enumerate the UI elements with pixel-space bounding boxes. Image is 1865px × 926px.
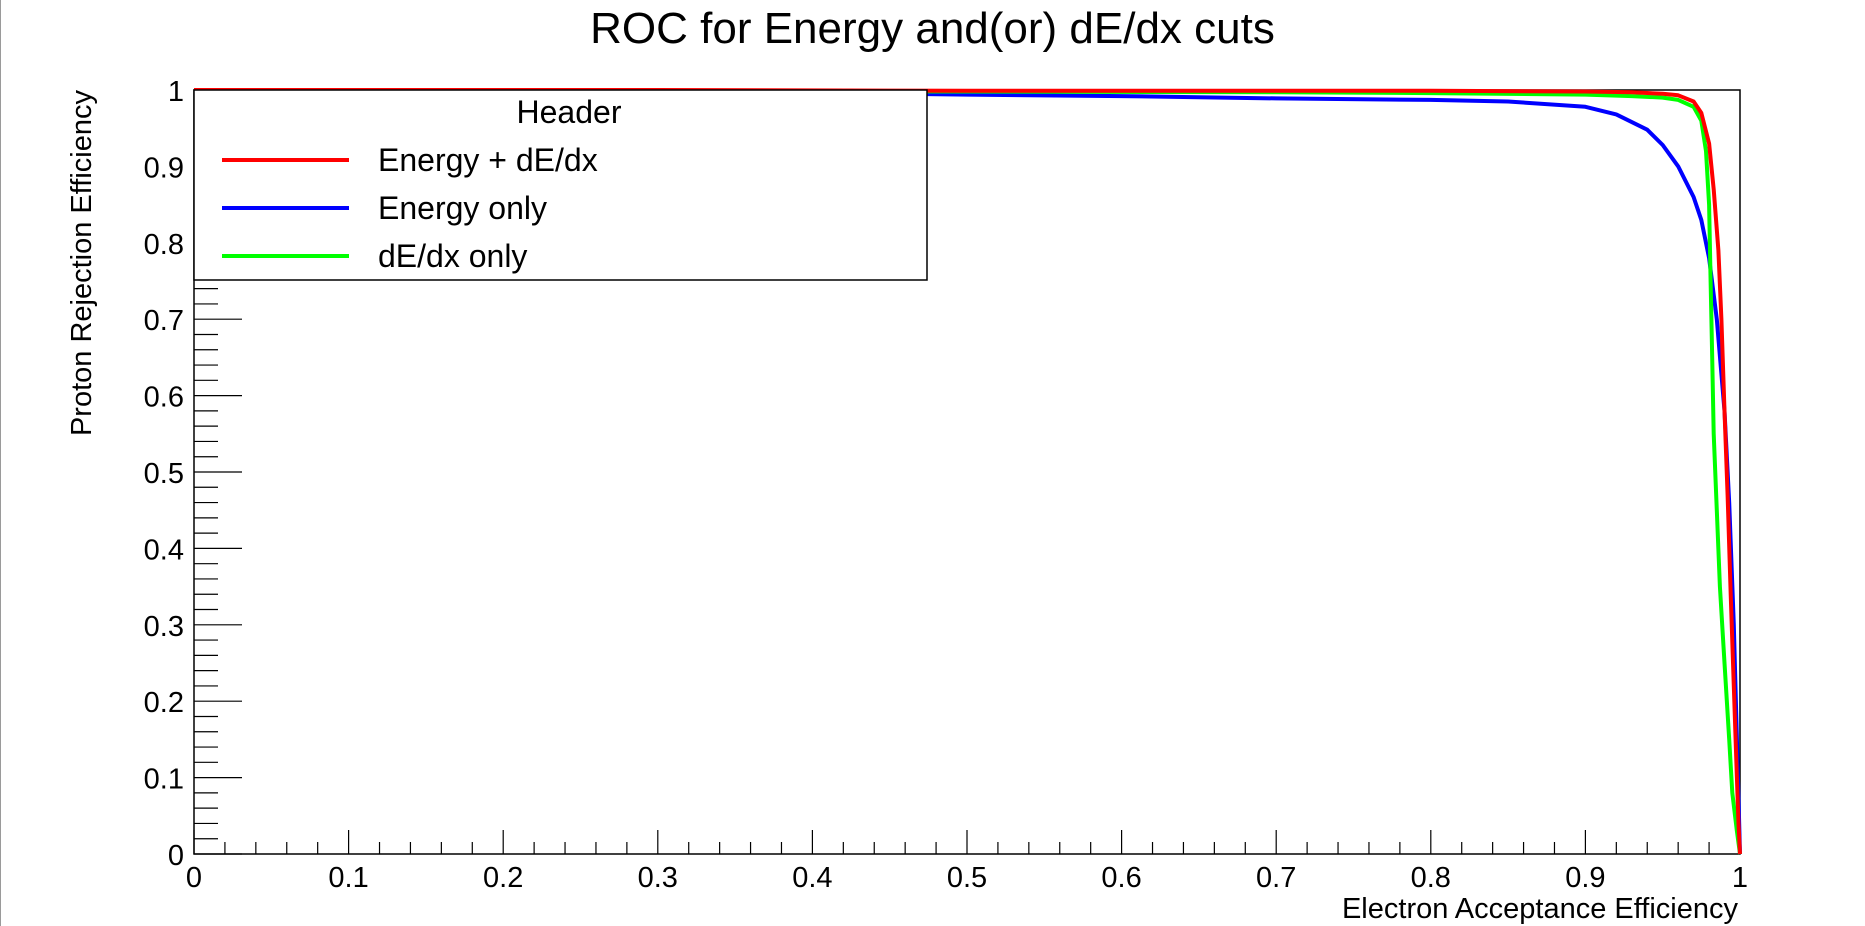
y-tick-label: 0: [168, 840, 184, 872]
x-tick-label: 0.6: [1101, 862, 1141, 894]
legend-box: [193, 89, 928, 281]
x-tick-label: 0.1: [328, 862, 368, 894]
x-minor-ticks: [224, 842, 1710, 854]
y-tick-label: 1: [168, 76, 184, 108]
series-line-energy-de-dx: [194, 88, 1742, 855]
x-tick-label: 0.4: [792, 862, 832, 894]
chart-title: ROC for Energy and(or) dE/dx cuts: [590, 4, 1275, 53]
x-tick-labels: 0 0.1 0.2 0.3 0.4 0.5 0.6 0.7 0.8 0.9 1: [186, 862, 1748, 894]
y-tick-label: 0.1: [144, 764, 184, 796]
canvas-left-border: [0, 0, 1, 926]
y-tick-label: 0.9: [144, 152, 184, 184]
legend-entries: Energy + dE/dx Energy only dE/dx only: [222, 142, 598, 274]
x-tick-label: 0.2: [483, 862, 523, 894]
y-tick-label: 0.6: [144, 382, 184, 414]
legend: Header Energy + dE/dx Energy only dE/dx on…: [193, 89, 928, 281]
legend-header: Header: [517, 94, 622, 130]
y-tick-label: 0.7: [144, 305, 184, 337]
x-tick-label: 0.7: [1256, 862, 1296, 894]
x-tick-label: 0: [186, 862, 202, 894]
x-axis-label: Electron Acceptance Efficiency: [1342, 893, 1739, 925]
x-major-ticks: [193, 830, 1741, 854]
y-tick-label: 0.5: [144, 458, 184, 490]
y-tick-labels: 0 0.1 0.2 0.3 0.4 0.5 0.6 0.7 0.8 0.9 1: [144, 76, 184, 872]
y-tick-label: 0.4: [144, 534, 184, 566]
legend-label: Energy only: [378, 190, 547, 226]
y-tick-label: 0.8: [144, 229, 184, 261]
legend-label: dE/dx only: [378, 238, 527, 274]
legend-label: Energy + dE/dx: [378, 142, 598, 178]
series-lines: [194, 88, 1742, 855]
x-tick-label: 0.5: [947, 862, 987, 894]
x-tick-label: 0.8: [1411, 862, 1451, 894]
y-axis-label: Proton Rejection Efficiency: [66, 90, 98, 437]
x-tick-label: 1: [1732, 862, 1748, 894]
x-tick-label: 0.3: [638, 862, 678, 894]
y-tick-label: 0.2: [144, 687, 184, 719]
y-tick-label: 0.3: [144, 611, 184, 643]
x-tick-label: 0.9: [1565, 862, 1605, 894]
